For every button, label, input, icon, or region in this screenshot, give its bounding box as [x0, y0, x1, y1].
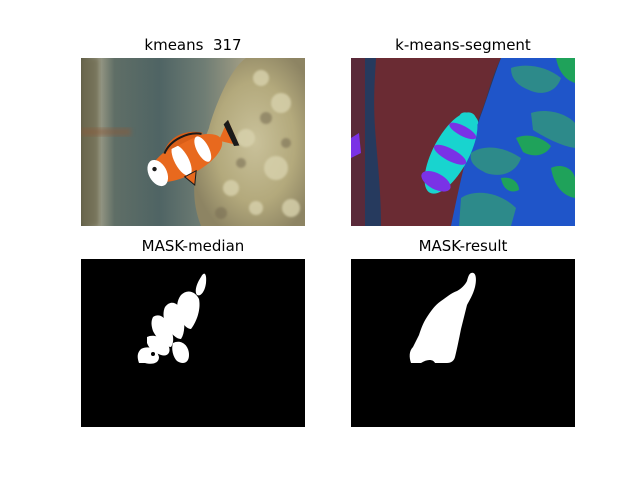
panel-title-mask-median: MASK-median	[141, 237, 245, 255]
mask-median-panel: MASK-median	[81, 237, 305, 427]
clownfish	[147, 119, 240, 187]
mask-result-background	[351, 259, 575, 427]
segment-fish	[421, 112, 479, 194]
segment-left-purple	[351, 133, 361, 158]
mask-median-fish	[137, 273, 207, 364]
rock-shadows	[215, 112, 291, 219]
segment-green-patches	[501, 58, 575, 198]
mask-result-fish	[409, 272, 476, 363]
mask-median-image	[81, 259, 305, 427]
mask-result-panel: MASK-result	[351, 237, 575, 427]
segment-image	[351, 58, 575, 226]
panel-title-segment: k-means-segment	[395, 36, 531, 54]
panel-title-mask-result: MASK-result	[418, 237, 508, 255]
original-image-panel: kmeans 317	[81, 36, 305, 226]
segment-blue-region	[451, 58, 575, 226]
reflection-streak	[81, 128, 131, 136]
segment-teal-patches	[459, 65, 575, 226]
tank-edge	[81, 58, 99, 226]
original-image	[81, 58, 305, 226]
panel-title-original: kmeans 317	[144, 36, 242, 54]
mask-median-background	[81, 259, 305, 427]
rock-texture	[223, 70, 300, 217]
segment-image-panel: k-means-segment	[351, 36, 575, 226]
mask-result-image	[351, 259, 575, 427]
mask-median-hole	[151, 352, 155, 356]
